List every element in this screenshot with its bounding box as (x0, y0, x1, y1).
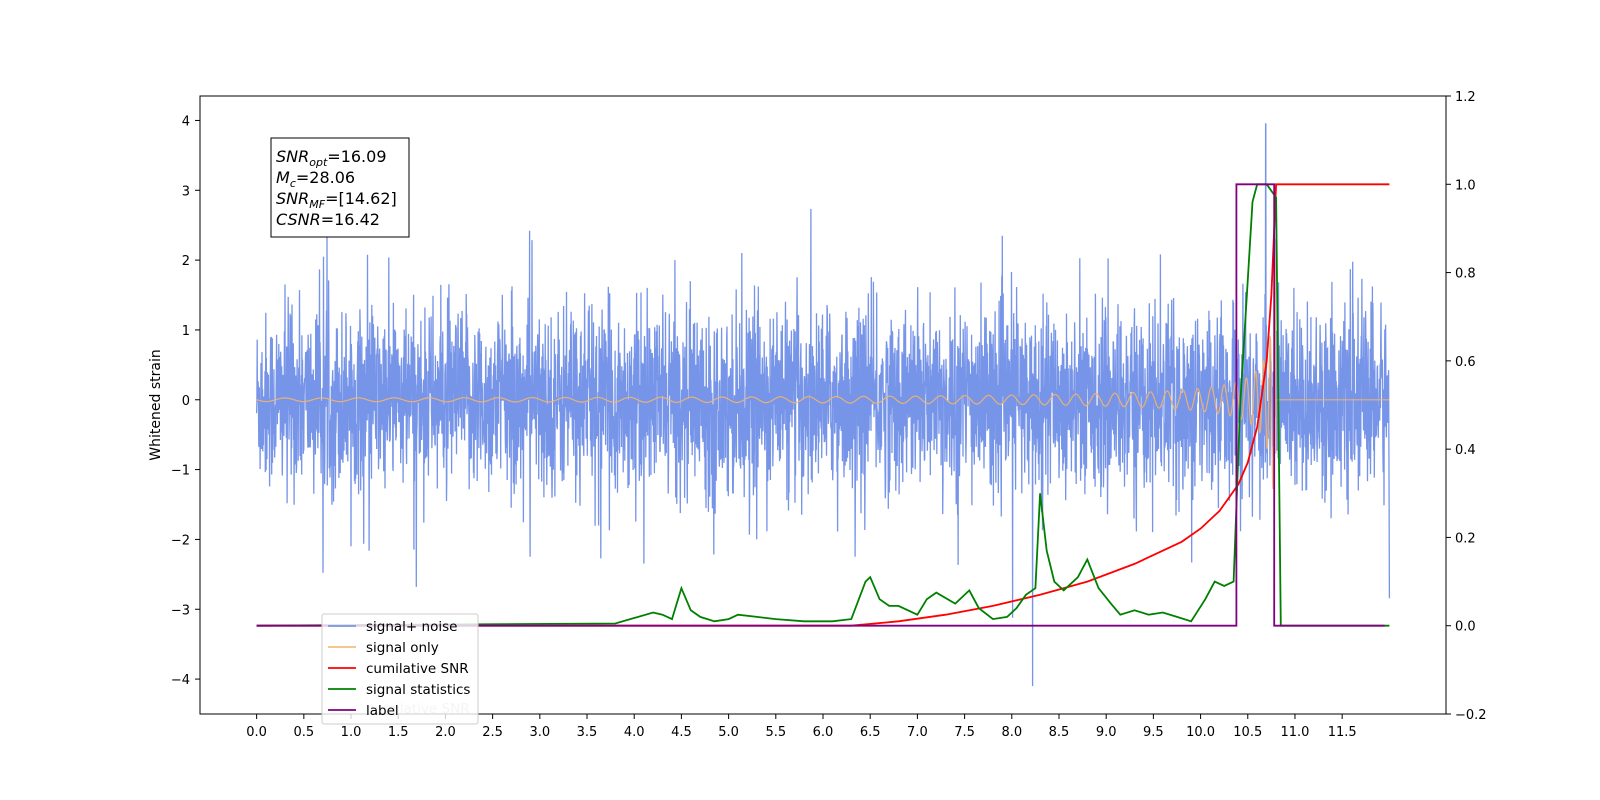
x-tick-label: 3.0 (529, 725, 550, 740)
y-tick-label: −4 (171, 673, 190, 688)
series-signal-statistics (256, 183, 1390, 627)
y2-tick-label: 0.4 (1455, 443, 1476, 458)
annotation-box: SNRopt=16.09Mc=28.06SNRMF=[14.62]CSNR=16… (270, 137, 410, 238)
y2-tick-label: 0.8 (1455, 267, 1476, 282)
x-tick-label: 7.0 (907, 725, 928, 740)
x-tick-label: 2.0 (435, 725, 456, 740)
x-tick-label: 3.5 (577, 725, 598, 740)
annotation-line: SNRopt=16.09 (276, 147, 387, 169)
y-axis-label: Whitened strain (148, 349, 164, 460)
y-tick-label: −2 (171, 533, 190, 548)
y-tick-label: 0 (182, 394, 190, 409)
y2-tick-label: 0.0 (1455, 620, 1476, 635)
series-layer (255, 123, 1391, 687)
series-cumulative-snr (256, 183, 1390, 627)
x-tick-label: 2.5 (482, 725, 503, 740)
x-tick-label: 11.0 (1280, 725, 1309, 740)
legend-entry: signal+ noise (366, 619, 457, 635)
series-label (256, 183, 1385, 627)
legend-entry: label (366, 703, 399, 719)
x-tick-label: 8.0 (1001, 725, 1022, 740)
x-tick-label: 1.5 (388, 725, 409, 740)
legend-frame (321, 613, 479, 725)
y-tick-label: 3 (182, 184, 190, 199)
x-tick-label: 5.0 (718, 725, 739, 740)
x-tick-label: 6.5 (860, 725, 881, 740)
x-tick-label: 1.0 (341, 725, 362, 740)
x-tick-label: 7.5 (954, 725, 975, 740)
y2-tick-label: 0.6 (1455, 355, 1476, 370)
series-signal-plus-noise (255, 123, 1391, 687)
legend-entry: signal only (366, 640, 439, 656)
x-tick-label: 6.0 (813, 725, 834, 740)
x-tick-label: 9.0 (1096, 725, 1117, 740)
y2-tick-label: 0.2 (1455, 531, 1476, 546)
x-tick-label: 4.0 (624, 725, 645, 740)
x-tick-label: 0.5 (293, 725, 314, 740)
y-tick-label: −3 (171, 603, 190, 618)
x-tick-label: 10.0 (1186, 725, 1215, 740)
x-axis: 0.0 0.5 1.0 1.5 2.0 2.5 3.0 3.5 4.0 4.5 5.0 5.5 6.0 6… (246, 714, 1357, 740)
annotation-frame (270, 137, 410, 238)
x-tick-label: 5.5 (765, 725, 786, 740)
x-tick-label: 4.5 (671, 725, 692, 740)
x-tick-label: 10.5 (1233, 725, 1262, 740)
y-tick-label: 2 (182, 254, 190, 269)
y2-tick-label: 1.0 (1455, 178, 1476, 193)
legend-entry: signal statistics (366, 682, 470, 698)
annotation-line: CSNR=16.42 (276, 210, 380, 229)
y-tick-label: 4 (182, 114, 190, 129)
x-tick-label: 0.0 (246, 725, 267, 740)
x-tick-label: 9.5 (1143, 725, 1164, 740)
x-tick-label: 11.5 (1328, 725, 1357, 740)
legend-entry: cumilative SNR (366, 661, 469, 677)
y2-tick-label: 1.2 (1455, 90, 1476, 105)
y-axis-left: 4 3 2 1 0 −1 −2 −3 −4 (171, 114, 200, 688)
annotation-line: SNRMF=[14.62] (276, 189, 397, 211)
y-tick-label: −1 (171, 464, 190, 479)
y-tick-label: 1 (182, 324, 190, 339)
y2-tick-label: −0.2 (1455, 708, 1487, 723)
y-axis-right: 1.2 1.0 0.8 0.6 0.4 0.2 0.0 −0.2 (1446, 90, 1487, 723)
series-signal-only (256, 256, 1390, 489)
annotation-line: Mc=28.06 (276, 168, 355, 190)
x-tick-label: 8.5 (1049, 725, 1070, 740)
